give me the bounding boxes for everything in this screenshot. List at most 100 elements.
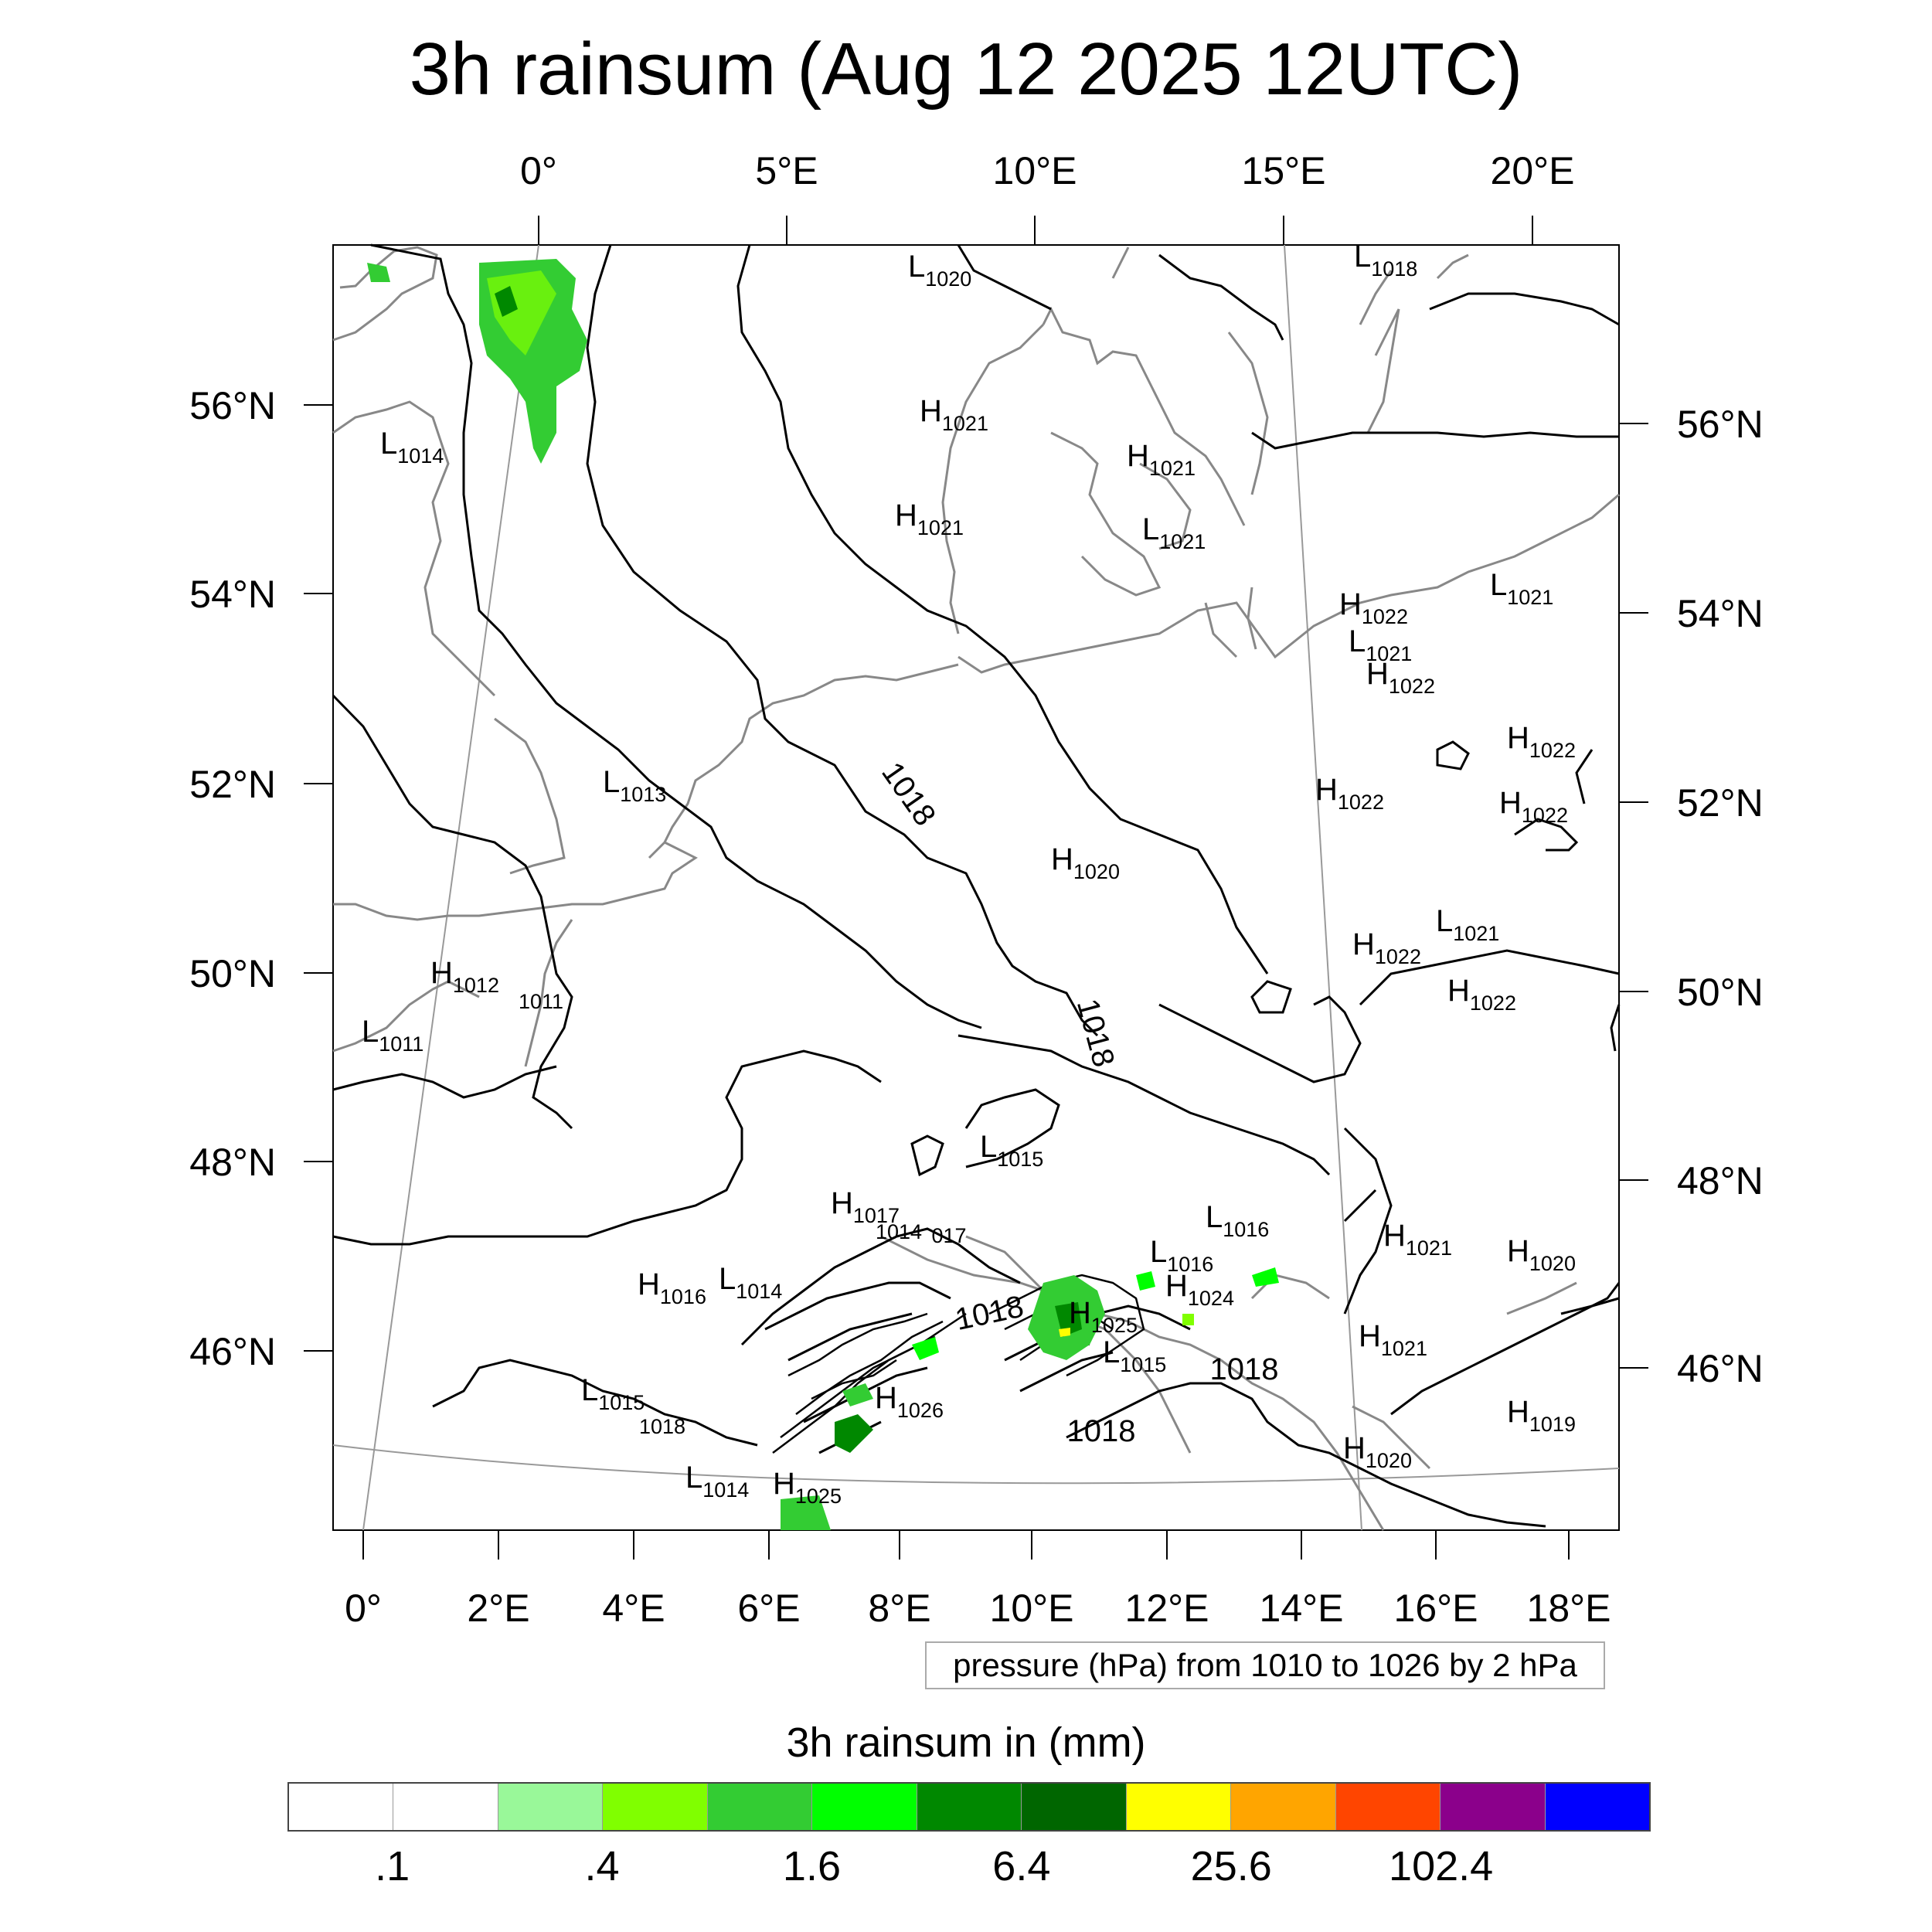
isobar-label: 017 [931,1224,966,1247]
lon-label-bottom: 4°E [602,1587,665,1630]
rain-shading [367,259,1279,1530]
pressure-center: L1020 [908,250,971,291]
colorbar-ticks: .1 .4 1.6 6.4 25.6 102.4 [287,1839,1651,1893]
graticule [332,244,1620,1531]
pressure-center: H1025 [1069,1296,1138,1337]
pressure-center: H1021 [920,394,988,435]
colorbar-cell [1440,1784,1546,1830]
colorbar-title: 3h rainsum in (mm) [786,1719,1146,1766]
pressure-center: L1014 [719,1262,782,1303]
pressure-center: H1017 [831,1186,900,1227]
map-frame [332,244,1620,1531]
pressure-legend-box: pressure (hPa) from 1010 to 1026 by 2 hP… [925,1641,1605,1689]
pressure-center: L1011 [362,1015,423,1056]
pressure-center: H1025 [773,1467,842,1508]
colorbar-cell [1335,1784,1441,1830]
pressure-center: H1021 [895,498,964,539]
colorbar-cell [812,1784,917,1830]
axis-labels-bottom: 0° 2°E 4°E 6°E 8°E 10°E 12°E 14°E 16°E 1… [345,1587,1611,1630]
pressure-center: H1020 [1507,1234,1576,1275]
pressure-center: H1024 [1165,1269,1234,1310]
lat-label-right: 48°N [1677,1159,1764,1202]
isobar-label: 1014 [876,1220,922,1243]
coastlines [332,246,1620,1531]
lon-label-bottom: 8°E [868,1587,930,1630]
lat-label-left: 54°N [189,573,276,616]
lon-label-top: 20°E [1491,149,1575,192]
lat-label-left: 56°N [189,384,276,427]
colorbar-cell [917,1784,1022,1830]
axis-labels-left: 56°N 54°N 52°N 50°N 48°N 46°N [189,384,276,1373]
pressure-center: L1013 [603,765,666,806]
pressure-center: H1016 [638,1267,706,1308]
pressure-center: L1016 [1150,1235,1213,1276]
lat-label-left: 46°N [189,1330,276,1373]
pressure-center: H1022 [1315,773,1384,814]
pressure-center: H1022 [1507,721,1576,762]
pressure-center: L1021 [1349,624,1412,665]
pressure-center: H1019 [1507,1395,1576,1436]
lat-label-right: 50°N [1677,971,1764,1014]
pressure-center: L1015 [980,1130,1043,1171]
pressure-center: H1021 [1359,1319,1427,1360]
pressure-centers: L1020 L1018 H1021 H1021 H1021 L1021 L101… [362,240,1576,1508]
isobar-label: 1018 [1067,1414,1136,1448]
colorbar-cell [1126,1784,1232,1830]
colorbar-tick-label: 6.4 [992,1843,1051,1889]
alpine-contours [772,1274,1145,1454]
pressure-center: H1022 [1447,974,1516,1015]
pressure-center: L1014 [685,1461,749,1502]
pressure-center: L1015 [581,1373,645,1414]
colorbar-cell [1022,1784,1127,1830]
colorbar-tick-label: 1.6 [782,1843,841,1889]
lat-label-right: 54°N [1677,592,1764,635]
lat-label-left: 50°N [189,952,276,995]
lon-label-bottom: 18°E [1527,1587,1611,1630]
lon-label-bottom: 14°E [1260,1587,1344,1630]
pressure-center: H1026 [875,1381,944,1422]
isobar-label: 1018 [639,1415,685,1438]
pressure-center: L1015 [1103,1335,1166,1376]
colorbar-cell [707,1784,813,1830]
pressure-center: H1021 [1127,439,1196,480]
isobars [332,243,1621,1528]
pressure-center: L1016 [1206,1200,1269,1241]
lat-label-right: 56°N [1677,403,1764,446]
pressure-center: H1012 [430,956,499,997]
lon-label-bottom: 16°E [1394,1587,1478,1630]
pressure-center: L1021 [1142,512,1206,553]
lon-label-bottom: 12°E [1125,1587,1209,1630]
lon-label-bottom: 6°E [737,1587,800,1630]
lon-label-top: 15°E [1242,149,1326,192]
lon-label-bottom: 2°E [467,1587,529,1630]
pressure-center: H1022 [1499,786,1568,827]
colorbar-cell [1231,1784,1336,1830]
colorbar-tick-label: .4 [584,1843,620,1889]
lon-label-bottom: 0° [345,1587,382,1630]
colorbar-cell [498,1784,604,1830]
lat-label-right: 46°N [1677,1347,1764,1390]
colorbar-cell [603,1784,708,1830]
lat-label-left: 52°N [189,763,276,806]
colorbar-tick-label: 102.4 [1389,1843,1494,1889]
colorbar-cell [289,1784,394,1830]
lat-label-left: 48°N [189,1141,276,1184]
pressure-center: L1014 [380,427,444,468]
pressure-center: L1018 [1354,240,1417,281]
pressure-center: H1022 [1339,587,1408,628]
pressure-center: H1020 [1051,842,1120,883]
axis-labels-top: 0° 5°E 10°E 15°E 20°E [520,149,1574,192]
lat-label-right: 52°N [1677,781,1764,825]
lon-label-top: 10°E [993,149,1077,192]
colorbar-cell [393,1784,498,1830]
colorbar [287,1782,1651,1832]
axis-labels-right: 56°N 54°N 52°N 50°N 48°N 46°N [1677,403,1764,1390]
isobar-label: 1018 [1210,1352,1279,1386]
pressure-center: H1021 [1383,1219,1452,1260]
pressure-center: H1022 [1366,657,1435,698]
page-title: 3h rainsum (Aug 12 2025 12UTC) [409,28,1523,111]
tick-marks [304,216,1648,1560]
lon-label-top: 0° [520,149,557,192]
lon-label-bottom: 10°E [990,1587,1074,1630]
